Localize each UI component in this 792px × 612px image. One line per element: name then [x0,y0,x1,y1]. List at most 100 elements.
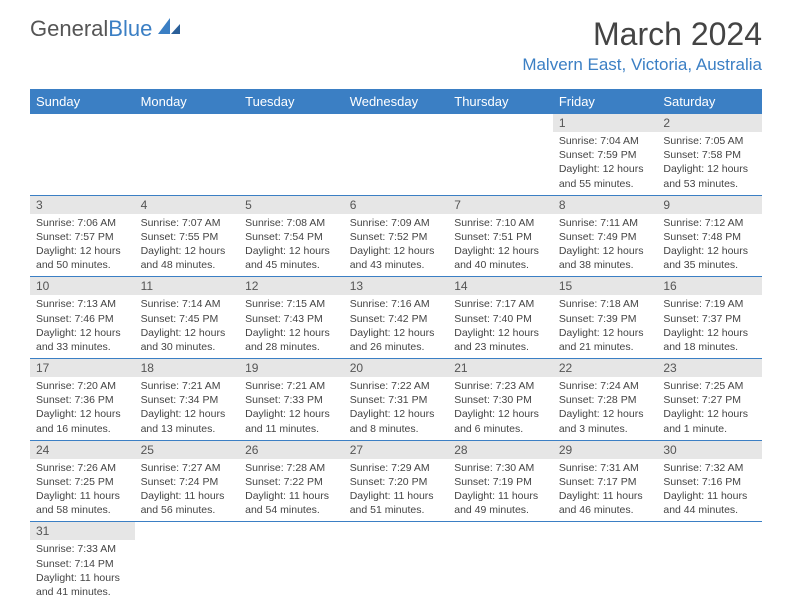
weekday-header: Wednesday [344,89,449,114]
day-details: Sunrise: 7:28 AMSunset: 7:22 PMDaylight:… [239,459,344,522]
weekday-header-row: Sunday Monday Tuesday Wednesday Thursday… [30,89,762,114]
day-number: 11 [135,277,240,295]
weekday-header: Sunday [30,89,135,114]
day-number: 18 [135,359,240,377]
day-details: Sunrise: 7:30 AMSunset: 7:19 PMDaylight:… [448,459,553,522]
day-details: Sunrise: 7:09 AMSunset: 7:52 PMDaylight:… [344,214,449,277]
calendar-cell: 1Sunrise: 7:04 AMSunset: 7:59 PMDaylight… [553,114,658,195]
calendar-cell: 14Sunrise: 7:17 AMSunset: 7:40 PMDayligh… [448,277,553,359]
day-number: 31 [30,522,135,540]
calendar-cell: 15Sunrise: 7:18 AMSunset: 7:39 PMDayligh… [553,277,658,359]
day-details: Sunrise: 7:32 AMSunset: 7:16 PMDaylight:… [657,459,762,522]
calendar-cell: 21Sunrise: 7:23 AMSunset: 7:30 PMDayligh… [448,359,553,441]
day-number: 7 [448,196,553,214]
weekday-header: Thursday [448,89,553,114]
calendar-cell [344,522,449,603]
day-number: 19 [239,359,344,377]
calendar-cell: 26Sunrise: 7:28 AMSunset: 7:22 PMDayligh… [239,440,344,522]
calendar-row: 17Sunrise: 7:20 AMSunset: 7:36 PMDayligh… [30,359,762,441]
day-number: 6 [344,196,449,214]
calendar-row: 31Sunrise: 7:33 AMSunset: 7:14 PMDayligh… [30,522,762,603]
day-details: Sunrise: 7:10 AMSunset: 7:51 PMDaylight:… [448,214,553,277]
calendar-cell: 22Sunrise: 7:24 AMSunset: 7:28 PMDayligh… [553,359,658,441]
day-number: 30 [657,441,762,459]
month-title: March 2024 [522,16,762,53]
day-details: Sunrise: 7:24 AMSunset: 7:28 PMDaylight:… [553,377,658,440]
day-details: Sunrise: 7:12 AMSunset: 7:48 PMDaylight:… [657,214,762,277]
day-number: 28 [448,441,553,459]
day-details: Sunrise: 7:13 AMSunset: 7:46 PMDaylight:… [30,295,135,358]
day-number: 16 [657,277,762,295]
calendar-cell [30,114,135,195]
day-number: 13 [344,277,449,295]
day-details: Sunrise: 7:15 AMSunset: 7:43 PMDaylight:… [239,295,344,358]
day-number: 29 [553,441,658,459]
calendar-table: Sunday Monday Tuesday Wednesday Thursday… [30,89,762,603]
calendar-body: 1Sunrise: 7:04 AMSunset: 7:59 PMDaylight… [30,114,762,603]
calendar-row: 1Sunrise: 7:04 AMSunset: 7:59 PMDaylight… [30,114,762,195]
day-number: 1 [553,114,658,132]
calendar-cell [135,522,240,603]
weekday-header: Saturday [657,89,762,114]
day-details: Sunrise: 7:25 AMSunset: 7:27 PMDaylight:… [657,377,762,440]
calendar-cell: 3Sunrise: 7:06 AMSunset: 7:57 PMDaylight… [30,195,135,277]
calendar-cell: 27Sunrise: 7:29 AMSunset: 7:20 PMDayligh… [344,440,449,522]
day-details: Sunrise: 7:21 AMSunset: 7:33 PMDaylight:… [239,377,344,440]
calendar-row: 3Sunrise: 7:06 AMSunset: 7:57 PMDaylight… [30,195,762,277]
day-number: 4 [135,196,240,214]
day-details: Sunrise: 7:16 AMSunset: 7:42 PMDaylight:… [344,295,449,358]
calendar-cell: 18Sunrise: 7:21 AMSunset: 7:34 PMDayligh… [135,359,240,441]
day-details: Sunrise: 7:33 AMSunset: 7:14 PMDaylight:… [30,540,135,603]
day-number: 24 [30,441,135,459]
calendar-cell: 29Sunrise: 7:31 AMSunset: 7:17 PMDayligh… [553,440,658,522]
calendar-cell: 17Sunrise: 7:20 AMSunset: 7:36 PMDayligh… [30,359,135,441]
calendar-cell [239,522,344,603]
calendar-cell: 10Sunrise: 7:13 AMSunset: 7:46 PMDayligh… [30,277,135,359]
calendar-cell: 11Sunrise: 7:14 AMSunset: 7:45 PMDayligh… [135,277,240,359]
day-number: 2 [657,114,762,132]
brand-logo: GeneralBlue [30,16,182,42]
day-details: Sunrise: 7:08 AMSunset: 7:54 PMDaylight:… [239,214,344,277]
calendar-cell: 13Sunrise: 7:16 AMSunset: 7:42 PMDayligh… [344,277,449,359]
day-details: Sunrise: 7:21 AMSunset: 7:34 PMDaylight:… [135,377,240,440]
day-number: 14 [448,277,553,295]
calendar-cell [344,114,449,195]
day-number: 3 [30,196,135,214]
calendar-cell [135,114,240,195]
header: GeneralBlue March 2024 Malvern East, Vic… [0,0,792,81]
day-details: Sunrise: 7:20 AMSunset: 7:36 PMDaylight:… [30,377,135,440]
day-details: Sunrise: 7:14 AMSunset: 7:45 PMDaylight:… [135,295,240,358]
calendar-cell [448,522,553,603]
calendar-cell [553,522,658,603]
calendar-cell [657,522,762,603]
day-number: 15 [553,277,658,295]
calendar-cell: 20Sunrise: 7:22 AMSunset: 7:31 PMDayligh… [344,359,449,441]
location-text: Malvern East, Victoria, Australia [522,55,762,75]
calendar-cell: 19Sunrise: 7:21 AMSunset: 7:33 PMDayligh… [239,359,344,441]
day-details: Sunrise: 7:05 AMSunset: 7:58 PMDaylight:… [657,132,762,195]
calendar-cell: 23Sunrise: 7:25 AMSunset: 7:27 PMDayligh… [657,359,762,441]
calendar-cell: 4Sunrise: 7:07 AMSunset: 7:55 PMDaylight… [135,195,240,277]
day-number: 9 [657,196,762,214]
day-number: 25 [135,441,240,459]
day-details: Sunrise: 7:11 AMSunset: 7:49 PMDaylight:… [553,214,658,277]
day-details: Sunrise: 7:29 AMSunset: 7:20 PMDaylight:… [344,459,449,522]
day-number: 5 [239,196,344,214]
calendar-cell: 25Sunrise: 7:27 AMSunset: 7:24 PMDayligh… [135,440,240,522]
calendar-cell: 28Sunrise: 7:30 AMSunset: 7:19 PMDayligh… [448,440,553,522]
sail-icon [156,16,182,42]
weekday-header: Friday [553,89,658,114]
calendar-cell: 31Sunrise: 7:33 AMSunset: 7:14 PMDayligh… [30,522,135,603]
day-details: Sunrise: 7:27 AMSunset: 7:24 PMDaylight:… [135,459,240,522]
calendar-cell: 6Sunrise: 7:09 AMSunset: 7:52 PMDaylight… [344,195,449,277]
day-number: 20 [344,359,449,377]
calendar-cell [448,114,553,195]
day-number: 21 [448,359,553,377]
day-number: 12 [239,277,344,295]
day-details: Sunrise: 7:23 AMSunset: 7:30 PMDaylight:… [448,377,553,440]
calendar-row: 10Sunrise: 7:13 AMSunset: 7:46 PMDayligh… [30,277,762,359]
calendar-cell: 7Sunrise: 7:10 AMSunset: 7:51 PMDaylight… [448,195,553,277]
calendar-cell: 12Sunrise: 7:15 AMSunset: 7:43 PMDayligh… [239,277,344,359]
calendar-cell: 30Sunrise: 7:32 AMSunset: 7:16 PMDayligh… [657,440,762,522]
calendar-cell: 8Sunrise: 7:11 AMSunset: 7:49 PMDaylight… [553,195,658,277]
